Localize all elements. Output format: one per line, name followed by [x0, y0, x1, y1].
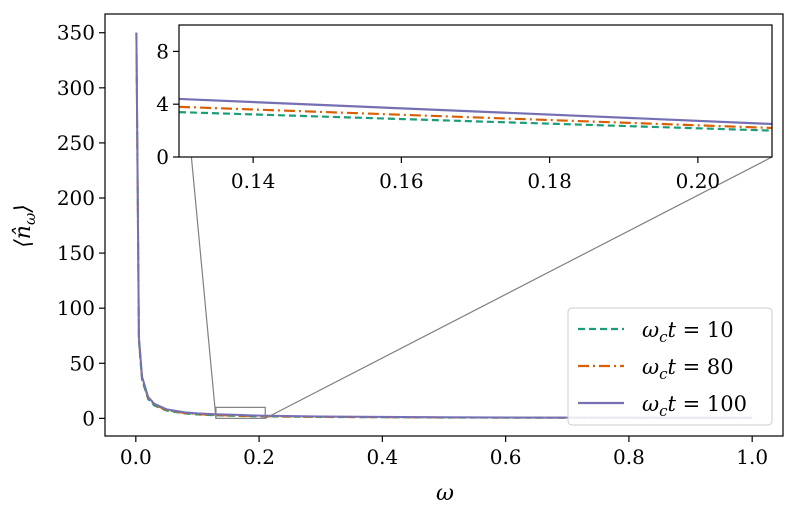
y-tick-label: 300 — [57, 76, 95, 100]
y-tick-label: 200 — [57, 186, 95, 210]
legend-label-2: ωct = 80 — [642, 355, 734, 383]
y-axis-label-n: n̂ — [11, 225, 36, 239]
legend-label-eq: = 80 — [676, 355, 734, 379]
y-axis-label-close: ⟩ — [11, 204, 36, 214]
x-tick-label: 0.2 — [243, 445, 275, 469]
inset-frame — [178, 24, 773, 158]
legend-label-var: t — [668, 392, 677, 416]
y-axis-label-text: ⟨n̂ω⟩ — [11, 204, 39, 248]
legend-label-var: t — [668, 318, 677, 342]
legend-label-sub: c — [659, 328, 668, 346]
inset-x-tick-label: 0.14 — [231, 169, 276, 193]
main-plot: 0.0 0.2 0.4 0.6 0.8 1.0 0 50 100 150 200 250 300 350 — [57, 13, 784, 469]
y-tick-label: 0 — [82, 406, 95, 430]
legend-label-sub: c — [659, 365, 668, 383]
legend-label-base: ω — [642, 392, 659, 416]
legend-label-var: t — [668, 355, 677, 379]
y-axis-label: ⟨n̂ω⟩ — [11, 204, 39, 248]
legend-label-sub: c — [659, 402, 668, 420]
inset-y-tick-label: 0 — [156, 145, 169, 169]
inset-background — [179, 25, 772, 157]
y-tick-label: 100 — [57, 296, 95, 320]
zoom-connector-right — [264, 156, 773, 419]
legend-label-base: ω — [642, 355, 659, 379]
legend-label-3: ωct = 100 — [642, 392, 747, 420]
inset-x-tick-label: 0.20 — [676, 169, 721, 193]
series-line-3 — [135, 32, 753, 419]
x-tick-label: 0.6 — [490, 445, 522, 469]
x-tick-label: 1.0 — [736, 445, 768, 469]
legend-label-eq: = 100 — [676, 392, 747, 416]
legend-label-eq: = 10 — [676, 318, 734, 342]
inset-y-tick-label: 4 — [156, 92, 169, 116]
y-tick-label: 350 — [57, 21, 95, 45]
y-tick-label: 250 — [57, 131, 95, 155]
inset-series-line-2 — [178, 105, 773, 130]
legend-label-base: ω — [642, 318, 659, 342]
y-tick-label: 50 — [70, 351, 95, 375]
main-plot-frame — [104, 13, 784, 437]
inset-x-tick-label: 0.16 — [379, 169, 424, 193]
x-axis-label: ω — [436, 481, 454, 506]
x-tick-label: 0.4 — [366, 445, 398, 469]
x-tick-label: 0.8 — [613, 445, 645, 469]
x-tick-label: 0.0 — [120, 445, 152, 469]
legend-box — [567, 307, 773, 426]
y-axis-label-sub: ω — [21, 213, 39, 225]
y-tick-label: 150 — [57, 241, 95, 265]
inset-x-tick-label: 0.18 — [527, 169, 572, 193]
inset-plot: 0.14 0.16 0.18 0.20 0 4 8 — [156, 24, 773, 193]
inset-y-tick-label: 8 — [156, 39, 169, 63]
legend-label-1: ωct = 10 — [642, 318, 734, 346]
inset-series-line-3 — [178, 97, 773, 126]
